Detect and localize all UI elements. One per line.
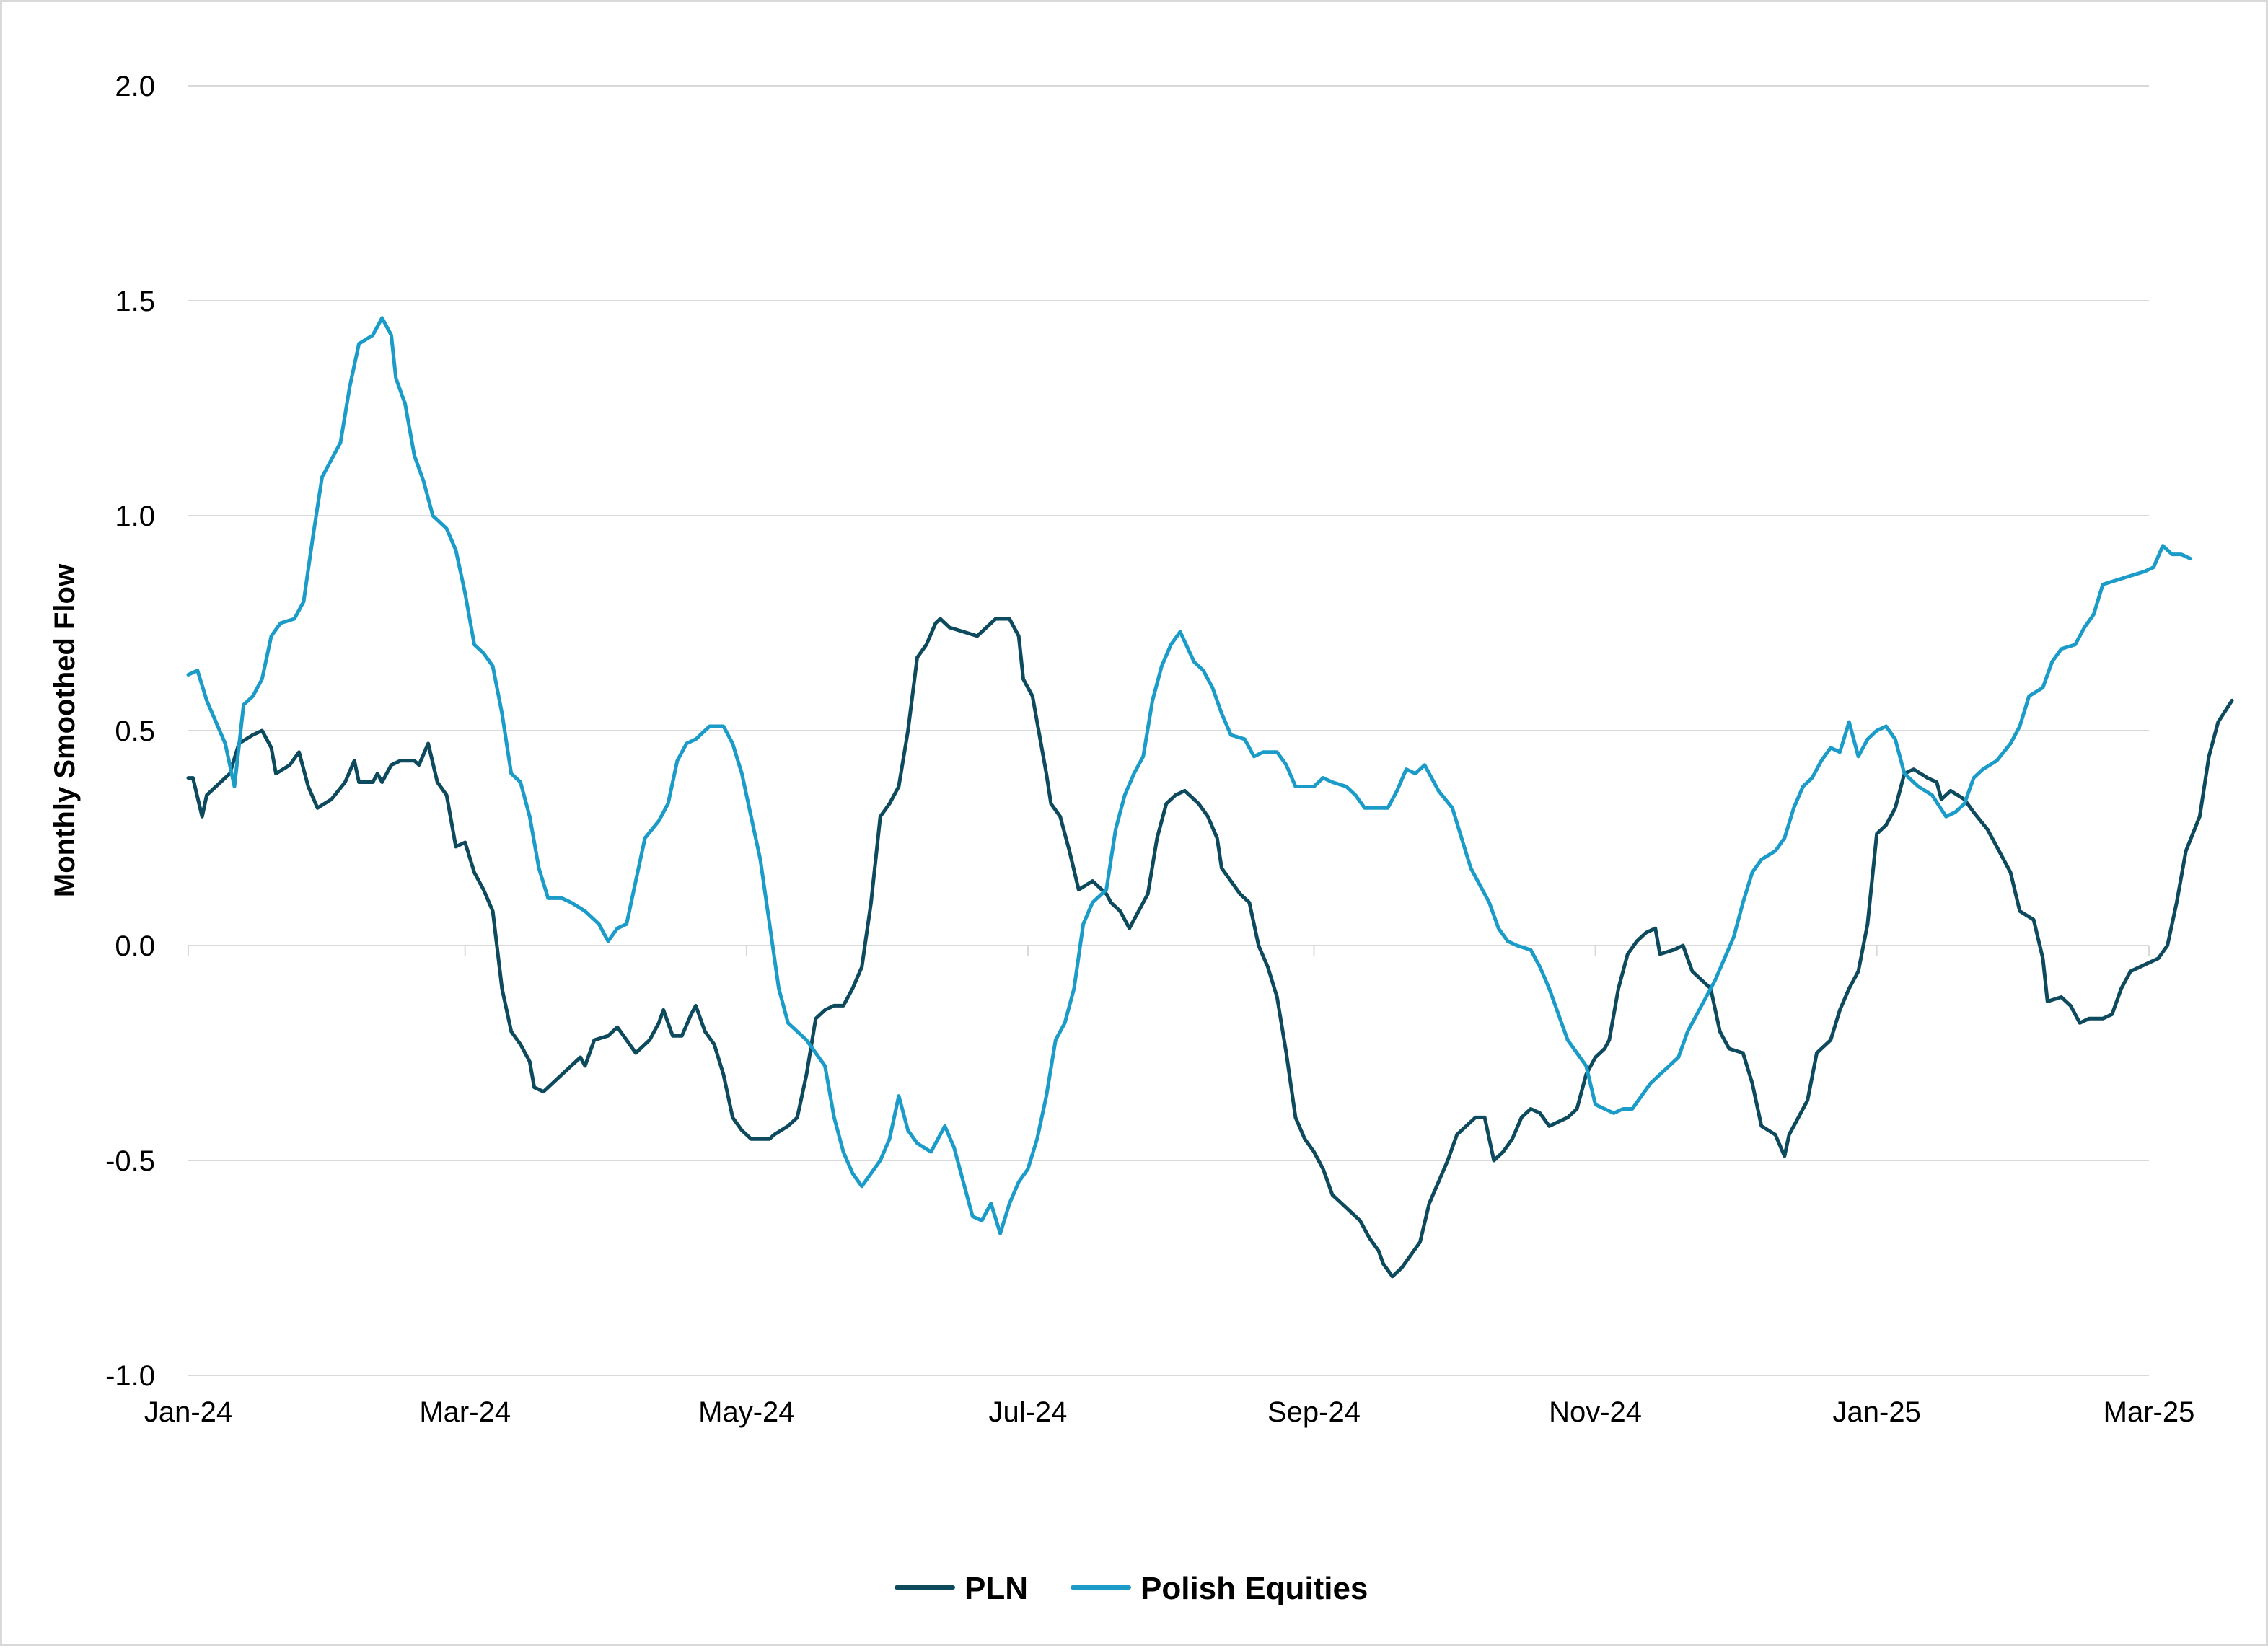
y-tick-label: -0.5 — [105, 1145, 155, 1177]
series-lines — [186, 316, 2234, 1279]
x-tick-label: Sep-24 — [1267, 1396, 1361, 1428]
series-line-pln — [186, 617, 2234, 1279]
y-tick-label: 0.0 — [115, 930, 155, 962]
x-tick-label: Mar-25 — [2104, 1396, 2195, 1428]
series-line-polish-equities — [186, 316, 2193, 1235]
y-tick-label: 2.0 — [115, 71, 155, 102]
legend-label: PLN — [964, 1571, 1028, 1606]
y-axis-title: Monthly Smoothed Flow — [49, 563, 81, 897]
y-tick-label: 1.5 — [115, 286, 155, 317]
x-tick-label: Jan-25 — [1833, 1396, 1921, 1428]
gridlines — [188, 85, 2149, 1376]
x-tick-label: May-24 — [698, 1396, 794, 1428]
y-tick-label: 1.0 — [115, 501, 155, 532]
legend: PLN Polish Equities — [895, 1571, 1368, 1606]
x-axis: Jan-24 Mar-24 May-24 Jul-24 Sep-24 Nov-24 Jan-… — [144, 945, 2195, 1428]
x-tick-label: Mar-24 — [419, 1396, 511, 1428]
x-tick-label: Jan-24 — [144, 1396, 232, 1428]
y-tick-label: 0.5 — [115, 715, 155, 747]
y-tick-label: -1.0 — [105, 1360, 155, 1392]
x-tick-label: Jul-24 — [988, 1396, 1067, 1428]
x-tick-label: Nov-24 — [1549, 1396, 1642, 1428]
legend-label: Polish Equities — [1140, 1571, 1368, 1606]
y-axis: -1.0 -0.5 0.0 0.5 1.0 1.5 2.0 — [105, 71, 155, 1392]
